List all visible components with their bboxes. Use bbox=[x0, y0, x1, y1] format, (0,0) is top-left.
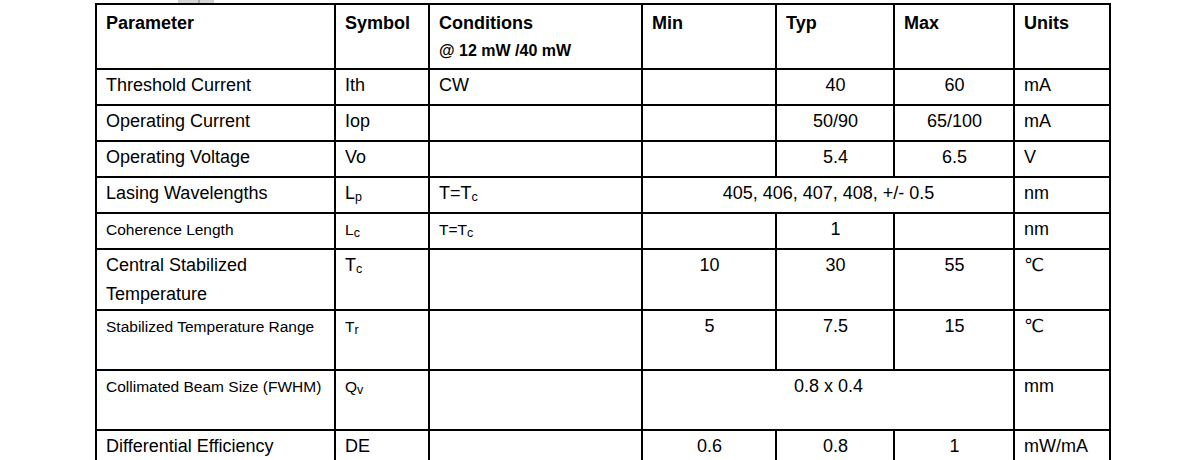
symbol-base: DE bbox=[345, 436, 370, 456]
symbol-cell: Iop bbox=[335, 105, 429, 141]
typ-cell: 5.4 bbox=[776, 141, 894, 177]
parameter-cell: Lasing Wavelengths bbox=[96, 177, 335, 213]
row-central-stabilized-temperature: Central Stabilized Temperature Tc 10 30 … bbox=[96, 249, 1110, 310]
conditions-cell bbox=[429, 249, 642, 310]
row-stabilized-temperature-range: Stabilized Temperature Range Tr 5 7.5 15… bbox=[96, 310, 1110, 370]
units-cell: V bbox=[1014, 141, 1110, 177]
datasheet-page: Parameter Symbol Conditions @ 12 mW /40 … bbox=[0, 0, 1186, 460]
symbol-cell: Tc bbox=[335, 249, 429, 310]
parameter-cell: Central Stabilized Temperature bbox=[96, 249, 335, 310]
min-cell bbox=[642, 105, 776, 141]
merged-value-cell: 0.8 x 0.4 bbox=[642, 370, 1014, 430]
conditions-cell: T=Tc bbox=[429, 177, 642, 213]
row-lasing-wavelengths: Lasing Wavelengths Lp T=Tc 405, 406, 407… bbox=[96, 177, 1110, 213]
min-cell: 5 bbox=[642, 310, 776, 370]
condition-subscript: c bbox=[472, 190, 478, 204]
typ-cell: 30 bbox=[776, 249, 894, 310]
max-cell: 65/100 bbox=[894, 105, 1014, 141]
min-cell: 10 bbox=[642, 249, 776, 310]
typ-cell: 50/90 bbox=[776, 105, 894, 141]
min-cell bbox=[642, 141, 776, 177]
condition-subscript: c bbox=[467, 226, 473, 240]
units-cell: ℃ bbox=[1014, 249, 1110, 310]
symbol-subscript: v bbox=[357, 383, 363, 397]
symbol-cell: Lc bbox=[335, 213, 429, 249]
symbol-subscript: r bbox=[354, 323, 358, 337]
parameter-cell: Operating Voltage bbox=[96, 141, 335, 177]
column-header-max: Max bbox=[894, 4, 1014, 69]
max-cell: 55 bbox=[894, 249, 1014, 310]
parameter-cell: Collimated Beam Size (FWHM) bbox=[96, 370, 335, 430]
units-cell: mA bbox=[1014, 105, 1110, 141]
column-header-typ: Typ bbox=[776, 4, 894, 69]
column-header-units: Units bbox=[1014, 4, 1110, 69]
row-operating-current: Operating Current Iop 50/90 65/100 mA bbox=[96, 105, 1110, 141]
symbol-base: Q bbox=[345, 378, 357, 395]
units-cell: nm bbox=[1014, 177, 1110, 213]
symbol-base: Ith bbox=[345, 75, 365, 95]
symbol-cell: Tr bbox=[335, 310, 429, 370]
symbol-subscript: c bbox=[356, 262, 362, 276]
header-row: Parameter Symbol Conditions @ 12 mW /40 … bbox=[96, 4, 1110, 69]
condition-base: T=T bbox=[439, 221, 467, 238]
symbol-base: Vo bbox=[345, 147, 366, 167]
column-header-conditions: Conditions @ 12 mW /40 mW bbox=[429, 4, 642, 69]
typ-cell: 40 bbox=[776, 69, 894, 105]
parameter-cell: Operating Current bbox=[96, 105, 335, 141]
units-cell: mm bbox=[1014, 370, 1110, 430]
symbol-cell: Ith bbox=[335, 69, 429, 105]
symbol-base: L bbox=[345, 221, 354, 238]
conditions-cell: CW bbox=[429, 69, 642, 105]
min-cell bbox=[642, 213, 776, 249]
row-coherence-length: Coherence Length Lc T=Tc 1 nm bbox=[96, 213, 1110, 249]
parameter-cell: Threshold Current bbox=[96, 69, 335, 105]
row-operating-voltage: Operating Voltage Vo 5.4 6.5 V bbox=[96, 141, 1110, 177]
conditions-cell: T=Tc bbox=[429, 213, 642, 249]
conditions-cell bbox=[429, 370, 642, 430]
condition-base: CW bbox=[439, 75, 469, 95]
row-differential-efficiency: Differential Efficiency DE 0.6 0.8 1 mW/… bbox=[96, 430, 1110, 460]
max-cell: 6.5 bbox=[894, 141, 1014, 177]
condition-base: T=T bbox=[439, 183, 472, 203]
units-cell: mA bbox=[1014, 69, 1110, 105]
column-header-symbol: Symbol bbox=[335, 4, 429, 69]
symbol-cell: DE bbox=[335, 430, 429, 460]
conditions-cell bbox=[429, 430, 642, 460]
conditions-cell bbox=[429, 310, 642, 370]
symbol-base: L bbox=[345, 183, 355, 203]
min-cell: 0.6 bbox=[642, 430, 776, 460]
specifications-table: Parameter Symbol Conditions @ 12 mW /40 … bbox=[95, 3, 1111, 460]
max-cell: 15 bbox=[894, 310, 1014, 370]
parameter-cell: Coherence Length bbox=[96, 213, 335, 249]
column-header-parameter: Parameter bbox=[96, 4, 335, 69]
symbol-subscript: c bbox=[354, 226, 360, 240]
conditions-cell bbox=[429, 141, 642, 177]
symbol-base: Iop bbox=[345, 111, 370, 131]
units-cell: ℃ bbox=[1014, 310, 1110, 370]
parameter-cell: Differential Efficiency bbox=[96, 430, 335, 460]
row-collimated-beam-size: Collimated Beam Size (FWHM) Qv 0.8 x 0.4… bbox=[96, 370, 1110, 430]
symbol-cell: Qv bbox=[335, 370, 429, 430]
parameter-cell: Stabilized Temperature Range bbox=[96, 310, 335, 370]
symbol-subscript: p bbox=[355, 190, 362, 204]
min-cell bbox=[642, 69, 776, 105]
symbol-cell: Vo bbox=[335, 141, 429, 177]
typ-cell: 1 bbox=[776, 213, 894, 249]
units-cell: mW/mA bbox=[1014, 430, 1110, 460]
merged-value-cell: 405, 406, 407, 408, +/- 0.5 bbox=[642, 177, 1014, 213]
conditions-header-line2: @ 12 mW /40 mW bbox=[439, 37, 633, 64]
typ-cell: 0.8 bbox=[776, 430, 894, 460]
conditions-header-line1: Conditions bbox=[439, 10, 633, 37]
conditions-cell bbox=[429, 105, 642, 141]
symbol-cell: Lp bbox=[335, 177, 429, 213]
max-cell: 60 bbox=[894, 69, 1014, 105]
max-cell bbox=[894, 213, 1014, 249]
max-cell: 1 bbox=[894, 430, 1014, 460]
column-header-min: Min bbox=[642, 4, 776, 69]
typ-cell: 7.5 bbox=[776, 310, 894, 370]
units-cell: nm bbox=[1014, 213, 1110, 249]
symbol-base: T bbox=[345, 255, 356, 275]
row-threshold-current: Threshold Current Ith CW 40 60 mA bbox=[96, 69, 1110, 105]
